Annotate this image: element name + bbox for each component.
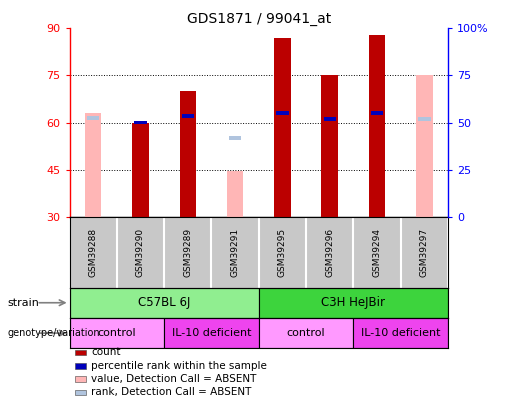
Bar — [274, 38, 291, 217]
Text: count: count — [91, 347, 121, 357]
Bar — [70, 288, 259, 318]
Bar — [321, 75, 338, 217]
Text: C57BL 6J: C57BL 6J — [138, 296, 191, 309]
Text: GSM39291: GSM39291 — [231, 228, 239, 277]
Bar — [85, 113, 101, 217]
Text: value, Detection Call = ABSENT: value, Detection Call = ABSENT — [91, 374, 257, 384]
Text: C3H HeJBir: C3H HeJBir — [321, 296, 385, 309]
Text: percentile rank within the sample: percentile rank within the sample — [91, 361, 267, 371]
Title: GDS1871 / 99041_at: GDS1871 / 99041_at — [186, 12, 331, 26]
Text: GSM39288: GSM39288 — [89, 228, 98, 277]
Bar — [371, 111, 383, 115]
Bar — [276, 111, 288, 115]
Text: IL-10 deficient: IL-10 deficient — [361, 328, 440, 338]
Bar — [323, 117, 336, 121]
Text: GSM39290: GSM39290 — [136, 228, 145, 277]
Bar — [182, 114, 194, 118]
Text: rank, Detection Call = ABSENT: rank, Detection Call = ABSENT — [91, 388, 252, 397]
Bar — [132, 122, 149, 217]
Bar — [164, 318, 259, 348]
Bar — [70, 318, 164, 348]
Text: GSM39297: GSM39297 — [420, 228, 429, 277]
Text: control: control — [97, 328, 136, 338]
Bar — [259, 288, 448, 318]
Bar — [227, 171, 244, 217]
Text: GSM39296: GSM39296 — [325, 228, 334, 277]
Text: control: control — [287, 328, 325, 338]
Bar — [180, 91, 196, 217]
Bar — [134, 121, 147, 124]
Text: genotype/variation: genotype/variation — [8, 328, 100, 338]
Bar — [229, 136, 242, 140]
Bar — [369, 35, 385, 217]
Bar — [353, 318, 448, 348]
Bar — [87, 116, 99, 120]
Text: GSM39295: GSM39295 — [278, 228, 287, 277]
Text: strain: strain — [8, 298, 40, 308]
Text: GSM39289: GSM39289 — [183, 228, 192, 277]
Text: GSM39294: GSM39294 — [372, 228, 382, 277]
Text: IL-10 deficient: IL-10 deficient — [171, 328, 251, 338]
Bar — [418, 117, 431, 121]
Bar — [416, 75, 433, 217]
Bar — [259, 318, 353, 348]
